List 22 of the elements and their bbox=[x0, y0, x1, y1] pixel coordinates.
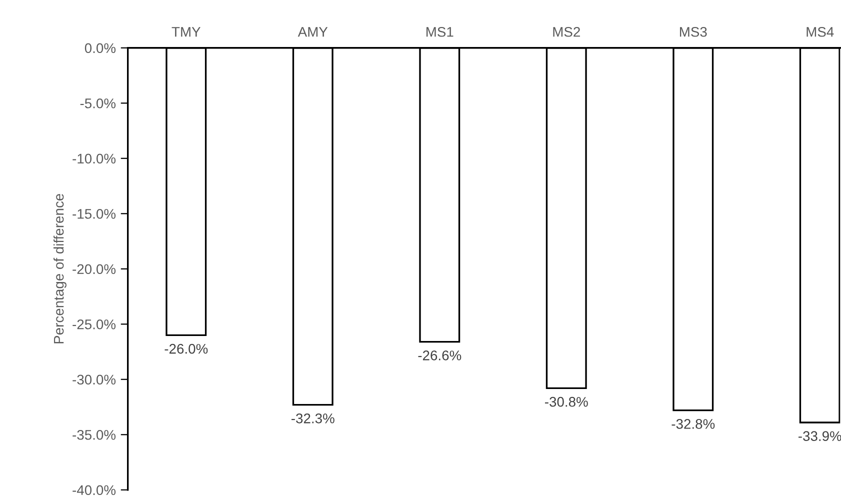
y-tick-label: -5.0% bbox=[80, 98, 116, 108]
y-tick-label: -10.0% bbox=[72, 154, 116, 164]
y-tick-label: -15.0% bbox=[72, 208, 116, 219]
x-tick-label: MS3 bbox=[680, 26, 707, 37]
data-label: -32.3% bbox=[292, 414, 334, 424]
y-tick-label: -20.0% bbox=[72, 264, 116, 274]
data-label: -33.9% bbox=[798, 431, 841, 442]
y-tick-label: -40.0% bbox=[72, 485, 116, 496]
x-tick-label: MS4 bbox=[806, 26, 834, 37]
x-tick-label: MS1 bbox=[426, 26, 454, 37]
y-tick-label: 0.0% bbox=[84, 43, 116, 54]
x-tick-label: AMY bbox=[298, 27, 328, 37]
y-axis-title: Percentage of difference bbox=[54, 194, 66, 344]
y-tick-label: -30.0% bbox=[72, 374, 116, 385]
x-tick-label: TMY bbox=[172, 27, 200, 37]
y-tick-label: -35.0% bbox=[72, 430, 116, 440]
data-label: -30.8% bbox=[544, 396, 588, 407]
x-tick-label: MS2 bbox=[553, 26, 580, 37]
data-label: -26.0% bbox=[164, 344, 208, 354]
data-label: -32.8% bbox=[672, 419, 715, 429]
data-label: -26.6% bbox=[418, 350, 462, 360]
y-tick-label: -25.0% bbox=[72, 319, 116, 330]
